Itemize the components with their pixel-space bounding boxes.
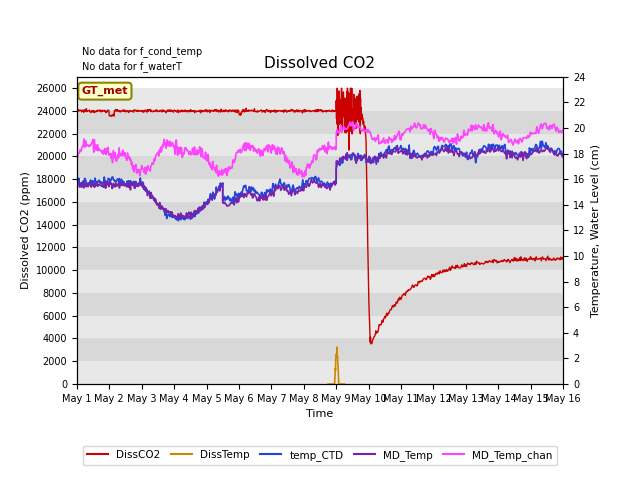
Text: No data for f_waterT: No data for f_waterT	[82, 61, 182, 72]
Y-axis label: Temperature, Water Level (cm): Temperature, Water Level (cm)	[591, 144, 601, 317]
Bar	[77, 361, 563, 384]
Bar	[77, 316, 563, 338]
Bar	[77, 270, 563, 293]
Bar	[77, 134, 563, 156]
X-axis label: Time: Time	[307, 409, 333, 419]
Y-axis label: Dissolved CO2 (ppm): Dissolved CO2 (ppm)	[20, 171, 31, 289]
Bar	[77, 88, 563, 111]
Bar	[77, 111, 563, 134]
Bar	[77, 338, 563, 361]
Bar	[77, 202, 563, 225]
Bar	[77, 248, 563, 270]
Bar	[77, 225, 563, 248]
Text: GT_met: GT_met	[82, 86, 128, 96]
Bar	[77, 293, 563, 316]
Bar	[77, 156, 563, 179]
Bar	[77, 179, 563, 202]
Title: Dissolved CO2: Dissolved CO2	[264, 57, 376, 72]
Legend: DissCO2, DissTemp, temp_CTD, MD_Temp, MD_Temp_chan: DissCO2, DissTemp, temp_CTD, MD_Temp, MD…	[83, 445, 557, 465]
Text: No data for f_cond_temp: No data for f_cond_temp	[82, 46, 202, 57]
